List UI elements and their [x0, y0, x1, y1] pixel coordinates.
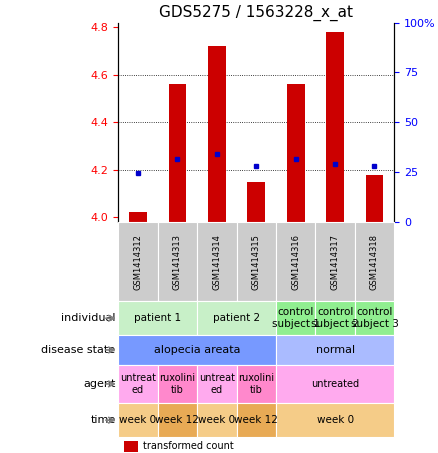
- Bar: [158, 222, 197, 301]
- Bar: [118, 365, 158, 403]
- Text: GSM1414318: GSM1414318: [370, 234, 379, 289]
- Bar: [197, 403, 237, 437]
- Text: week 0: week 0: [317, 415, 353, 425]
- Text: week 0: week 0: [120, 415, 156, 425]
- Text: untreated: untreated: [311, 379, 359, 389]
- Text: control
subject 2: control subject 2: [311, 308, 359, 329]
- Bar: [124, 441, 138, 452]
- Bar: [237, 222, 276, 301]
- Bar: [315, 222, 355, 301]
- Bar: [276, 335, 394, 365]
- Bar: [355, 301, 394, 335]
- Bar: [197, 301, 276, 335]
- Text: patient 2: patient 2: [213, 313, 260, 323]
- Text: individual: individual: [61, 313, 116, 323]
- Bar: [118, 403, 158, 437]
- Text: GSM1414312: GSM1414312: [134, 234, 142, 289]
- Text: ruxolini
tib: ruxolini tib: [238, 373, 274, 395]
- Text: alopecia areata: alopecia areata: [154, 345, 240, 355]
- Text: GSM1414314: GSM1414314: [212, 234, 221, 289]
- Text: disease state: disease state: [41, 345, 116, 355]
- Text: GSM1414315: GSM1414315: [252, 234, 261, 289]
- Bar: [158, 403, 197, 437]
- Bar: [118, 335, 276, 365]
- Bar: [118, 301, 197, 335]
- Text: week 12: week 12: [155, 415, 199, 425]
- Text: control
subject 1: control subject 1: [272, 308, 320, 329]
- Bar: [197, 365, 237, 403]
- Bar: [287, 84, 304, 222]
- Title: GDS5275 / 1563228_x_at: GDS5275 / 1563228_x_at: [159, 5, 353, 21]
- Bar: [355, 222, 394, 301]
- Text: agent: agent: [83, 379, 116, 389]
- Bar: [237, 403, 276, 437]
- Bar: [315, 301, 355, 335]
- Bar: [158, 365, 197, 403]
- Text: untreat
ed: untreat ed: [199, 373, 235, 395]
- Text: GSM1414313: GSM1414313: [173, 234, 182, 289]
- Text: transformed count: transformed count: [143, 441, 234, 451]
- Text: week 12: week 12: [234, 415, 278, 425]
- Text: week 0: week 0: [198, 415, 235, 425]
- Bar: [276, 365, 394, 403]
- Bar: [276, 403, 394, 437]
- Bar: [129, 212, 147, 222]
- Text: GSM1414317: GSM1414317: [331, 234, 339, 289]
- Text: ruxolini
tib: ruxolini tib: [159, 373, 195, 395]
- Text: normal: normal: [315, 345, 355, 355]
- Bar: [326, 32, 344, 222]
- Bar: [169, 84, 186, 222]
- Bar: [366, 174, 383, 222]
- Text: GSM1414316: GSM1414316: [291, 234, 300, 289]
- Text: patient 1: patient 1: [134, 313, 181, 323]
- Bar: [276, 301, 315, 335]
- Bar: [247, 182, 265, 222]
- Bar: [197, 222, 237, 301]
- Bar: [208, 46, 226, 222]
- Text: control
subject 3: control subject 3: [350, 308, 399, 329]
- Text: time: time: [90, 415, 116, 425]
- Bar: [118, 222, 158, 301]
- Bar: [237, 365, 276, 403]
- Bar: [276, 222, 315, 301]
- Text: untreat
ed: untreat ed: [120, 373, 156, 395]
